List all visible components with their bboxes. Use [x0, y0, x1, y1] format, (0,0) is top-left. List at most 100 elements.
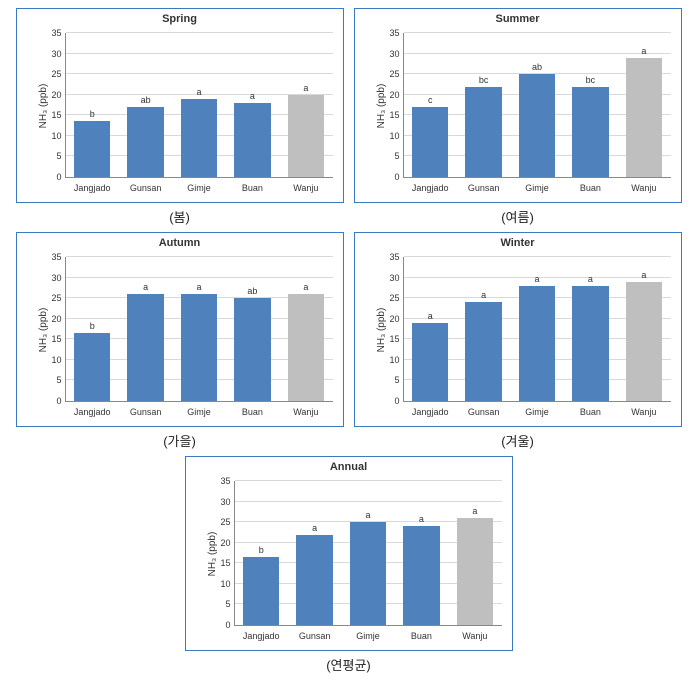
bars-container: bJangjadoabGunsanaGimjeaBuanaWanju: [66, 33, 333, 177]
ytick-label: 5: [380, 151, 400, 161]
xtick-label: Gunsan: [119, 183, 172, 193]
bar-rect: [181, 99, 217, 177]
bar-sig-letter: a: [588, 274, 593, 284]
bar-rect: [234, 298, 270, 401]
bar-slot: aWanju: [448, 481, 501, 625]
ytick-label: 10: [380, 131, 400, 141]
chart-title: Annual: [186, 461, 512, 473]
bar-slot: aGunsan: [457, 257, 510, 401]
bar-slot: aGunsan: [288, 481, 341, 625]
xtick-label: Wanju: [279, 407, 332, 417]
xtick-label: Wanju: [279, 183, 332, 193]
ytick-label: 15: [42, 334, 62, 344]
ytick-label: 35: [380, 28, 400, 38]
bar-sig-letter: a: [472, 506, 477, 516]
xtick-label: Gimje: [172, 407, 225, 417]
bars-container: bJangjadoaGunsanaGimjeabBuanaWanju: [66, 257, 333, 401]
bar-slot: aGunsan: [119, 257, 172, 401]
ytick-label: 10: [42, 355, 62, 365]
bar-slot: abGunsan: [119, 33, 172, 177]
ytick-label: 30: [380, 49, 400, 59]
bar-slot: bJangjado: [235, 481, 288, 625]
xtick-label: Gimje: [510, 183, 563, 193]
bar-sig-letter: a: [366, 510, 371, 520]
plot-area: 05101520253035bJangjadoaGunsanaGimjeabBu…: [65, 257, 333, 402]
xtick-label: Gimje: [341, 631, 394, 641]
xtick-label: Buan: [226, 183, 279, 193]
bar-sig-letter: a: [143, 282, 148, 292]
xtick-label: Buan: [395, 631, 448, 641]
bar-sig-letter: b: [259, 545, 264, 555]
bars-container: aJangjadoaGunsanaGimjeaBuanaWanju: [404, 257, 671, 401]
bar-slot: aBuan: [395, 481, 448, 625]
bar-rect: [74, 121, 110, 177]
bars-container: cJangjadobcGunsanabGimjebcBuanaWanju: [404, 33, 671, 177]
ytick-label: 35: [42, 252, 62, 262]
ytick-label: 35: [380, 252, 400, 262]
bar-sig-letter: ab: [141, 95, 151, 105]
bar-slot: aJangjado: [404, 257, 457, 401]
chart-title: Summer: [355, 13, 681, 25]
ytick-label: 5: [42, 375, 62, 385]
bar-sig-letter: ab: [247, 286, 257, 296]
ytick-label: 30: [211, 497, 231, 507]
ytick-label: 0: [380, 172, 400, 182]
bar-sig-letter: b: [90, 321, 95, 331]
ytick-label: 30: [42, 49, 62, 59]
chart-spring: SpringNH₃ (ppb)05101520253035bJangjadoab…: [16, 8, 344, 226]
bar-slot: bcBuan: [564, 33, 617, 177]
xtick-label: Wanju: [448, 631, 501, 641]
xtick-label: Wanju: [617, 407, 670, 417]
bar-slot: aWanju: [617, 257, 670, 401]
bar-sig-letter: a: [641, 46, 646, 56]
bar-sig-letter: a: [428, 311, 433, 321]
bar-sig-letter: a: [419, 514, 424, 524]
xtick-label: Gunsan: [288, 631, 341, 641]
bar-rect: [181, 294, 217, 401]
ytick-label: 35: [211, 476, 231, 486]
chart-winter: WinterNH₃ (ppb)05101520253035aJangjadoaG…: [354, 232, 682, 450]
chart-caption: (봄): [169, 207, 190, 226]
ytick-label: 20: [42, 314, 62, 324]
bar-rect: [127, 107, 163, 177]
chart-autumn: AutumnNH₃ (ppb)05101520253035bJangjadoaG…: [16, 232, 344, 450]
bar-rect: [626, 58, 662, 177]
bar-slot: aGimje: [172, 33, 225, 177]
bar-slot: aGimje: [510, 257, 563, 401]
bar-rect: [350, 522, 386, 625]
chart-panel: SpringNH₃ (ppb)05101520253035bJangjadoab…: [16, 8, 344, 203]
bar-sig-letter: bc: [586, 75, 596, 85]
xtick-label: Jangjado: [235, 631, 288, 641]
ytick-label: 0: [380, 396, 400, 406]
xtick-label: Gimje: [172, 183, 225, 193]
bar-sig-letter: bc: [479, 75, 489, 85]
bar-slot: bJangjado: [66, 33, 119, 177]
bar-sig-letter: a: [641, 270, 646, 280]
bar-sig-letter: a: [303, 83, 308, 93]
chart-panel: WinterNH₃ (ppb)05101520253035aJangjadoaG…: [354, 232, 682, 427]
bar-sig-letter: b: [90, 109, 95, 119]
plot-area: 05101520253035bJangjadoabGunsanaGimjeaBu…: [65, 33, 333, 178]
xtick-label: Buan: [226, 407, 279, 417]
ytick-label: 0: [42, 172, 62, 182]
bar-rect: [465, 302, 501, 401]
ytick-label: 0: [211, 620, 231, 630]
ytick-label: 30: [42, 273, 62, 283]
ytick-label: 5: [211, 599, 231, 609]
chart-caption: (연평균): [326, 655, 371, 674]
bar-sig-letter: a: [303, 282, 308, 292]
plot-area: 05101520253035aJangjadoaGunsanaGimjeaBua…: [403, 257, 671, 402]
ytick-label: 10: [211, 579, 231, 589]
bar-sig-letter: a: [250, 91, 255, 101]
xtick-label: Gunsan: [119, 407, 172, 417]
bar-slot: bJangjado: [66, 257, 119, 401]
chart-summer: SummerNH₃ (ppb)05101520253035cJangjadobc…: [354, 8, 682, 226]
ytick-label: 30: [380, 273, 400, 283]
xtick-label: Buan: [564, 407, 617, 417]
ytick-label: 25: [42, 69, 62, 79]
xtick-label: Jangjado: [66, 407, 119, 417]
bar-sig-letter: ab: [532, 62, 542, 72]
bar-rect: [572, 87, 608, 178]
bar-rect: [403, 526, 439, 625]
chart-panel: AnnualNH₃ (ppb)05101520253035bJangjadoaG…: [185, 456, 513, 651]
